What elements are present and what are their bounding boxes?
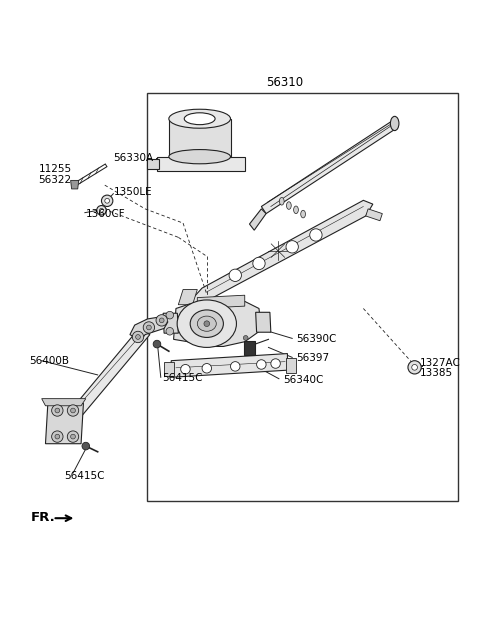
- Circle shape: [105, 199, 109, 203]
- Bar: [244, 341, 255, 355]
- Ellipse shape: [390, 117, 399, 131]
- Circle shape: [99, 209, 103, 212]
- Circle shape: [156, 315, 168, 326]
- Text: 56415C: 56415C: [64, 471, 105, 481]
- Bar: [147, 93, 458, 500]
- Circle shape: [153, 341, 161, 348]
- Circle shape: [71, 434, 75, 439]
- Polygon shape: [164, 362, 174, 376]
- Text: 1360CF: 1360CF: [86, 209, 125, 218]
- Text: 56340C: 56340C: [283, 375, 323, 384]
- Circle shape: [243, 336, 248, 341]
- Circle shape: [143, 322, 155, 333]
- Text: 56397: 56397: [296, 354, 329, 363]
- Text: 56415C: 56415C: [162, 373, 202, 383]
- Text: 56390C: 56390C: [296, 334, 336, 344]
- Polygon shape: [287, 358, 296, 373]
- Polygon shape: [71, 180, 79, 189]
- Polygon shape: [157, 157, 245, 171]
- Circle shape: [159, 318, 164, 323]
- Circle shape: [408, 361, 421, 374]
- Circle shape: [286, 241, 299, 253]
- Polygon shape: [197, 295, 245, 308]
- Polygon shape: [256, 312, 271, 332]
- Circle shape: [67, 405, 79, 416]
- Circle shape: [166, 328, 174, 335]
- Text: 56310: 56310: [266, 77, 304, 89]
- Ellipse shape: [190, 310, 223, 337]
- Polygon shape: [174, 299, 261, 347]
- Circle shape: [166, 312, 174, 319]
- Text: 1350LE: 1350LE: [114, 188, 153, 197]
- Text: 1327AC: 1327AC: [420, 358, 461, 368]
- Text: FR.: FR.: [31, 511, 56, 524]
- Circle shape: [412, 365, 418, 370]
- Ellipse shape: [169, 149, 230, 164]
- Circle shape: [55, 408, 60, 413]
- Ellipse shape: [184, 113, 215, 125]
- Circle shape: [52, 405, 63, 416]
- Polygon shape: [60, 328, 150, 428]
- Circle shape: [310, 229, 322, 241]
- Circle shape: [132, 331, 144, 342]
- Text: 56330A: 56330A: [114, 152, 154, 163]
- Circle shape: [146, 325, 151, 330]
- Circle shape: [230, 362, 240, 371]
- Ellipse shape: [177, 300, 237, 347]
- Polygon shape: [366, 209, 383, 221]
- FancyBboxPatch shape: [147, 159, 159, 168]
- Circle shape: [136, 334, 140, 339]
- Polygon shape: [188, 201, 373, 305]
- Polygon shape: [163, 313, 179, 333]
- Polygon shape: [250, 209, 266, 230]
- Ellipse shape: [301, 210, 305, 218]
- Polygon shape: [42, 399, 86, 406]
- Ellipse shape: [169, 109, 230, 128]
- Polygon shape: [261, 121, 396, 213]
- Ellipse shape: [197, 316, 216, 331]
- Ellipse shape: [287, 202, 291, 209]
- Circle shape: [257, 360, 266, 369]
- Circle shape: [202, 363, 212, 373]
- Circle shape: [204, 321, 210, 326]
- Circle shape: [180, 365, 190, 374]
- Text: 13385: 13385: [420, 368, 454, 378]
- Polygon shape: [46, 404, 84, 444]
- Circle shape: [82, 442, 90, 450]
- Circle shape: [253, 257, 265, 270]
- Circle shape: [55, 434, 60, 439]
- Polygon shape: [171, 354, 288, 377]
- Text: 56400B: 56400B: [29, 355, 69, 366]
- Circle shape: [67, 431, 79, 442]
- Circle shape: [101, 195, 113, 207]
- Circle shape: [229, 269, 241, 281]
- Text: 11255: 11255: [38, 164, 72, 173]
- Circle shape: [71, 408, 75, 413]
- Ellipse shape: [294, 206, 299, 213]
- Polygon shape: [130, 317, 168, 341]
- Polygon shape: [179, 289, 197, 305]
- Bar: [169, 118, 230, 157]
- Circle shape: [271, 359, 280, 368]
- Ellipse shape: [279, 197, 284, 205]
- Text: 56322: 56322: [38, 175, 72, 185]
- Circle shape: [96, 205, 106, 215]
- Circle shape: [52, 431, 63, 442]
